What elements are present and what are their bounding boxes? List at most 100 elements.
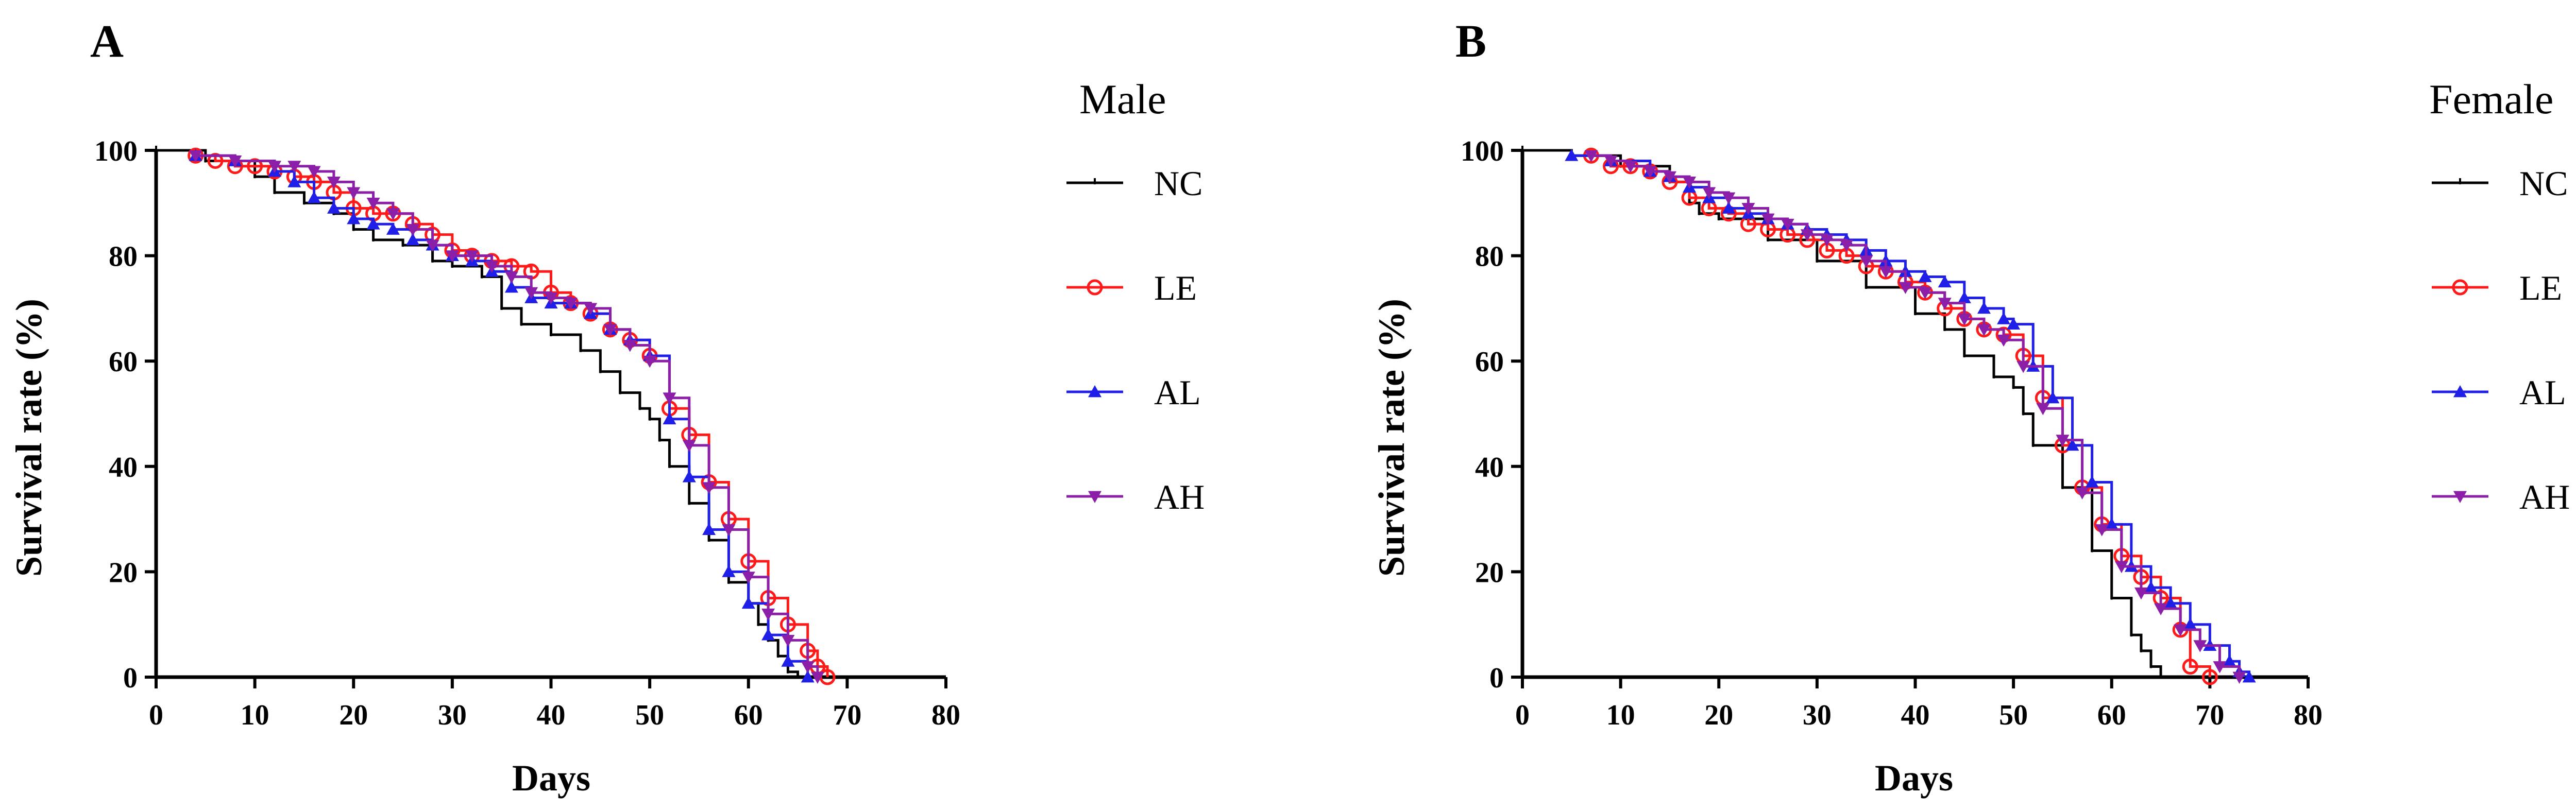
y-tick-label: 0	[123, 662, 138, 694]
legend-marker-ah	[1088, 491, 1101, 503]
data-point-le	[247, 158, 263, 175]
data-point-ah	[2134, 587, 2148, 600]
y-tick-label: 0	[1489, 662, 1504, 694]
legend-item-le: LE	[1066, 268, 1197, 307]
data-point-al	[2065, 438, 2079, 451]
x-tick-label: 60	[734, 699, 763, 731]
series-line-nc	[1522, 149, 2162, 677]
data-point-al	[801, 670, 815, 683]
data-point-ah	[722, 524, 736, 537]
data-point-ah	[267, 161, 281, 173]
y-ticks-b: 0 20 40 60 80 100	[1461, 135, 1522, 694]
data-point-ah	[445, 250, 459, 263]
y-tick-label: 40	[1475, 452, 1504, 484]
data-point-ah	[426, 239, 439, 252]
data-point-al	[2144, 581, 2158, 593]
data-point-ah	[1938, 298, 1952, 310]
plot-area-b	[1521, 146, 2256, 685]
data-point-al	[307, 191, 321, 203]
x-tick-label: 70	[2195, 699, 2224, 731]
data-point-ah	[307, 166, 321, 178]
x-tick-label: 50	[1999, 699, 2028, 731]
data-point-ah	[1761, 213, 1775, 226]
data-point-al	[366, 217, 380, 230]
data-point-ah	[761, 608, 775, 621]
x-tick-label: 10	[241, 699, 269, 731]
data-point-ah	[1997, 334, 2011, 347]
data-point-ah	[228, 156, 242, 168]
x-tick-label: 20	[1704, 699, 1733, 731]
data-point-ah	[465, 250, 479, 263]
legend-label-nc: NC	[2519, 164, 2568, 203]
legend-item-nc: NC	[1066, 164, 1202, 203]
x-tick-label: 10	[1606, 699, 1635, 731]
legend-marker-al	[1088, 385, 1101, 398]
plot-area-a	[155, 146, 836, 685]
legend-marker-ah	[2453, 491, 2467, 503]
data-point-ah	[810, 671, 824, 684]
data-point-al	[663, 412, 676, 425]
legend-a: NC LE AL AH	[1066, 164, 1205, 516]
legend-label-nc: NC	[1154, 164, 1202, 203]
data-point-ah	[702, 482, 716, 494]
data-point-al	[2164, 596, 2178, 609]
data-point-ah	[2056, 435, 2070, 447]
data-point-al	[722, 565, 736, 577]
legend-item-ah: AH	[2432, 477, 2570, 516]
data-point-ah	[682, 440, 696, 452]
x-tick-label: 30	[438, 699, 467, 731]
data-point-al	[761, 628, 775, 641]
x-tick-label: 80	[931, 699, 960, 731]
legend-item-nc: NC	[2432, 164, 2568, 203]
data-point-al	[741, 596, 755, 609]
data-point-al	[2242, 670, 2256, 683]
y-tick-label: 100	[1461, 135, 1504, 167]
legend-label-al: AL	[2519, 373, 2566, 412]
data-point-al	[781, 654, 795, 667]
series-le	[188, 147, 836, 685]
data-point-ah	[623, 340, 637, 352]
data-point-ah	[741, 572, 755, 584]
series-le	[1583, 147, 2218, 685]
data-point-ah	[1957, 313, 1971, 326]
legend-label-ah: AH	[2519, 477, 2570, 516]
legend-title-male: Male	[1079, 76, 1166, 123]
y-tick-label: 100	[94, 135, 138, 167]
legend-title-female: Female	[2429, 76, 2553, 123]
data-point-ah	[2174, 624, 2188, 636]
y-tick-label: 40	[109, 452, 138, 484]
data-point-al	[504, 280, 518, 293]
data-point-ah	[1604, 156, 1618, 168]
data-point-ah	[2036, 403, 2050, 416]
panel-letter-b: B	[1455, 16, 1486, 67]
data-point-ah	[2075, 487, 2089, 499]
data-point-ah	[189, 150, 202, 163]
data-point-al	[386, 222, 400, 235]
legend-label-le: LE	[2519, 268, 2562, 307]
series-line-ah	[1591, 154, 2241, 677]
series-line-nc	[156, 149, 800, 677]
data-point-al	[1957, 291, 1971, 303]
y-tick-label: 20	[109, 557, 138, 589]
data-point-al	[1938, 275, 1952, 288]
data-point-ah	[504, 271, 518, 284]
legend-b: NC LE AL AH	[2432, 164, 2570, 516]
y-tick-label: 60	[109, 346, 138, 378]
data-point-ah	[386, 208, 400, 220]
data-point-al	[1918, 270, 1932, 282]
data-point-ah	[2114, 561, 2128, 574]
series-al	[1565, 149, 2256, 683]
data-point-ah	[1859, 255, 1873, 268]
data-point-ah	[1977, 324, 1991, 336]
data-point-al	[2183, 617, 2197, 630]
legend-item-ah: AH	[1066, 477, 1205, 516]
series-ah	[1584, 150, 2246, 684]
data-point-ah	[643, 355, 657, 368]
data-point-ah	[1918, 287, 1932, 300]
data-point-al	[2085, 475, 2099, 488]
data-point-al	[1997, 312, 2011, 324]
data-point-ah	[781, 634, 795, 647]
x-tick-label: 0	[1515, 699, 1530, 731]
data-point-ah	[1683, 176, 1697, 189]
